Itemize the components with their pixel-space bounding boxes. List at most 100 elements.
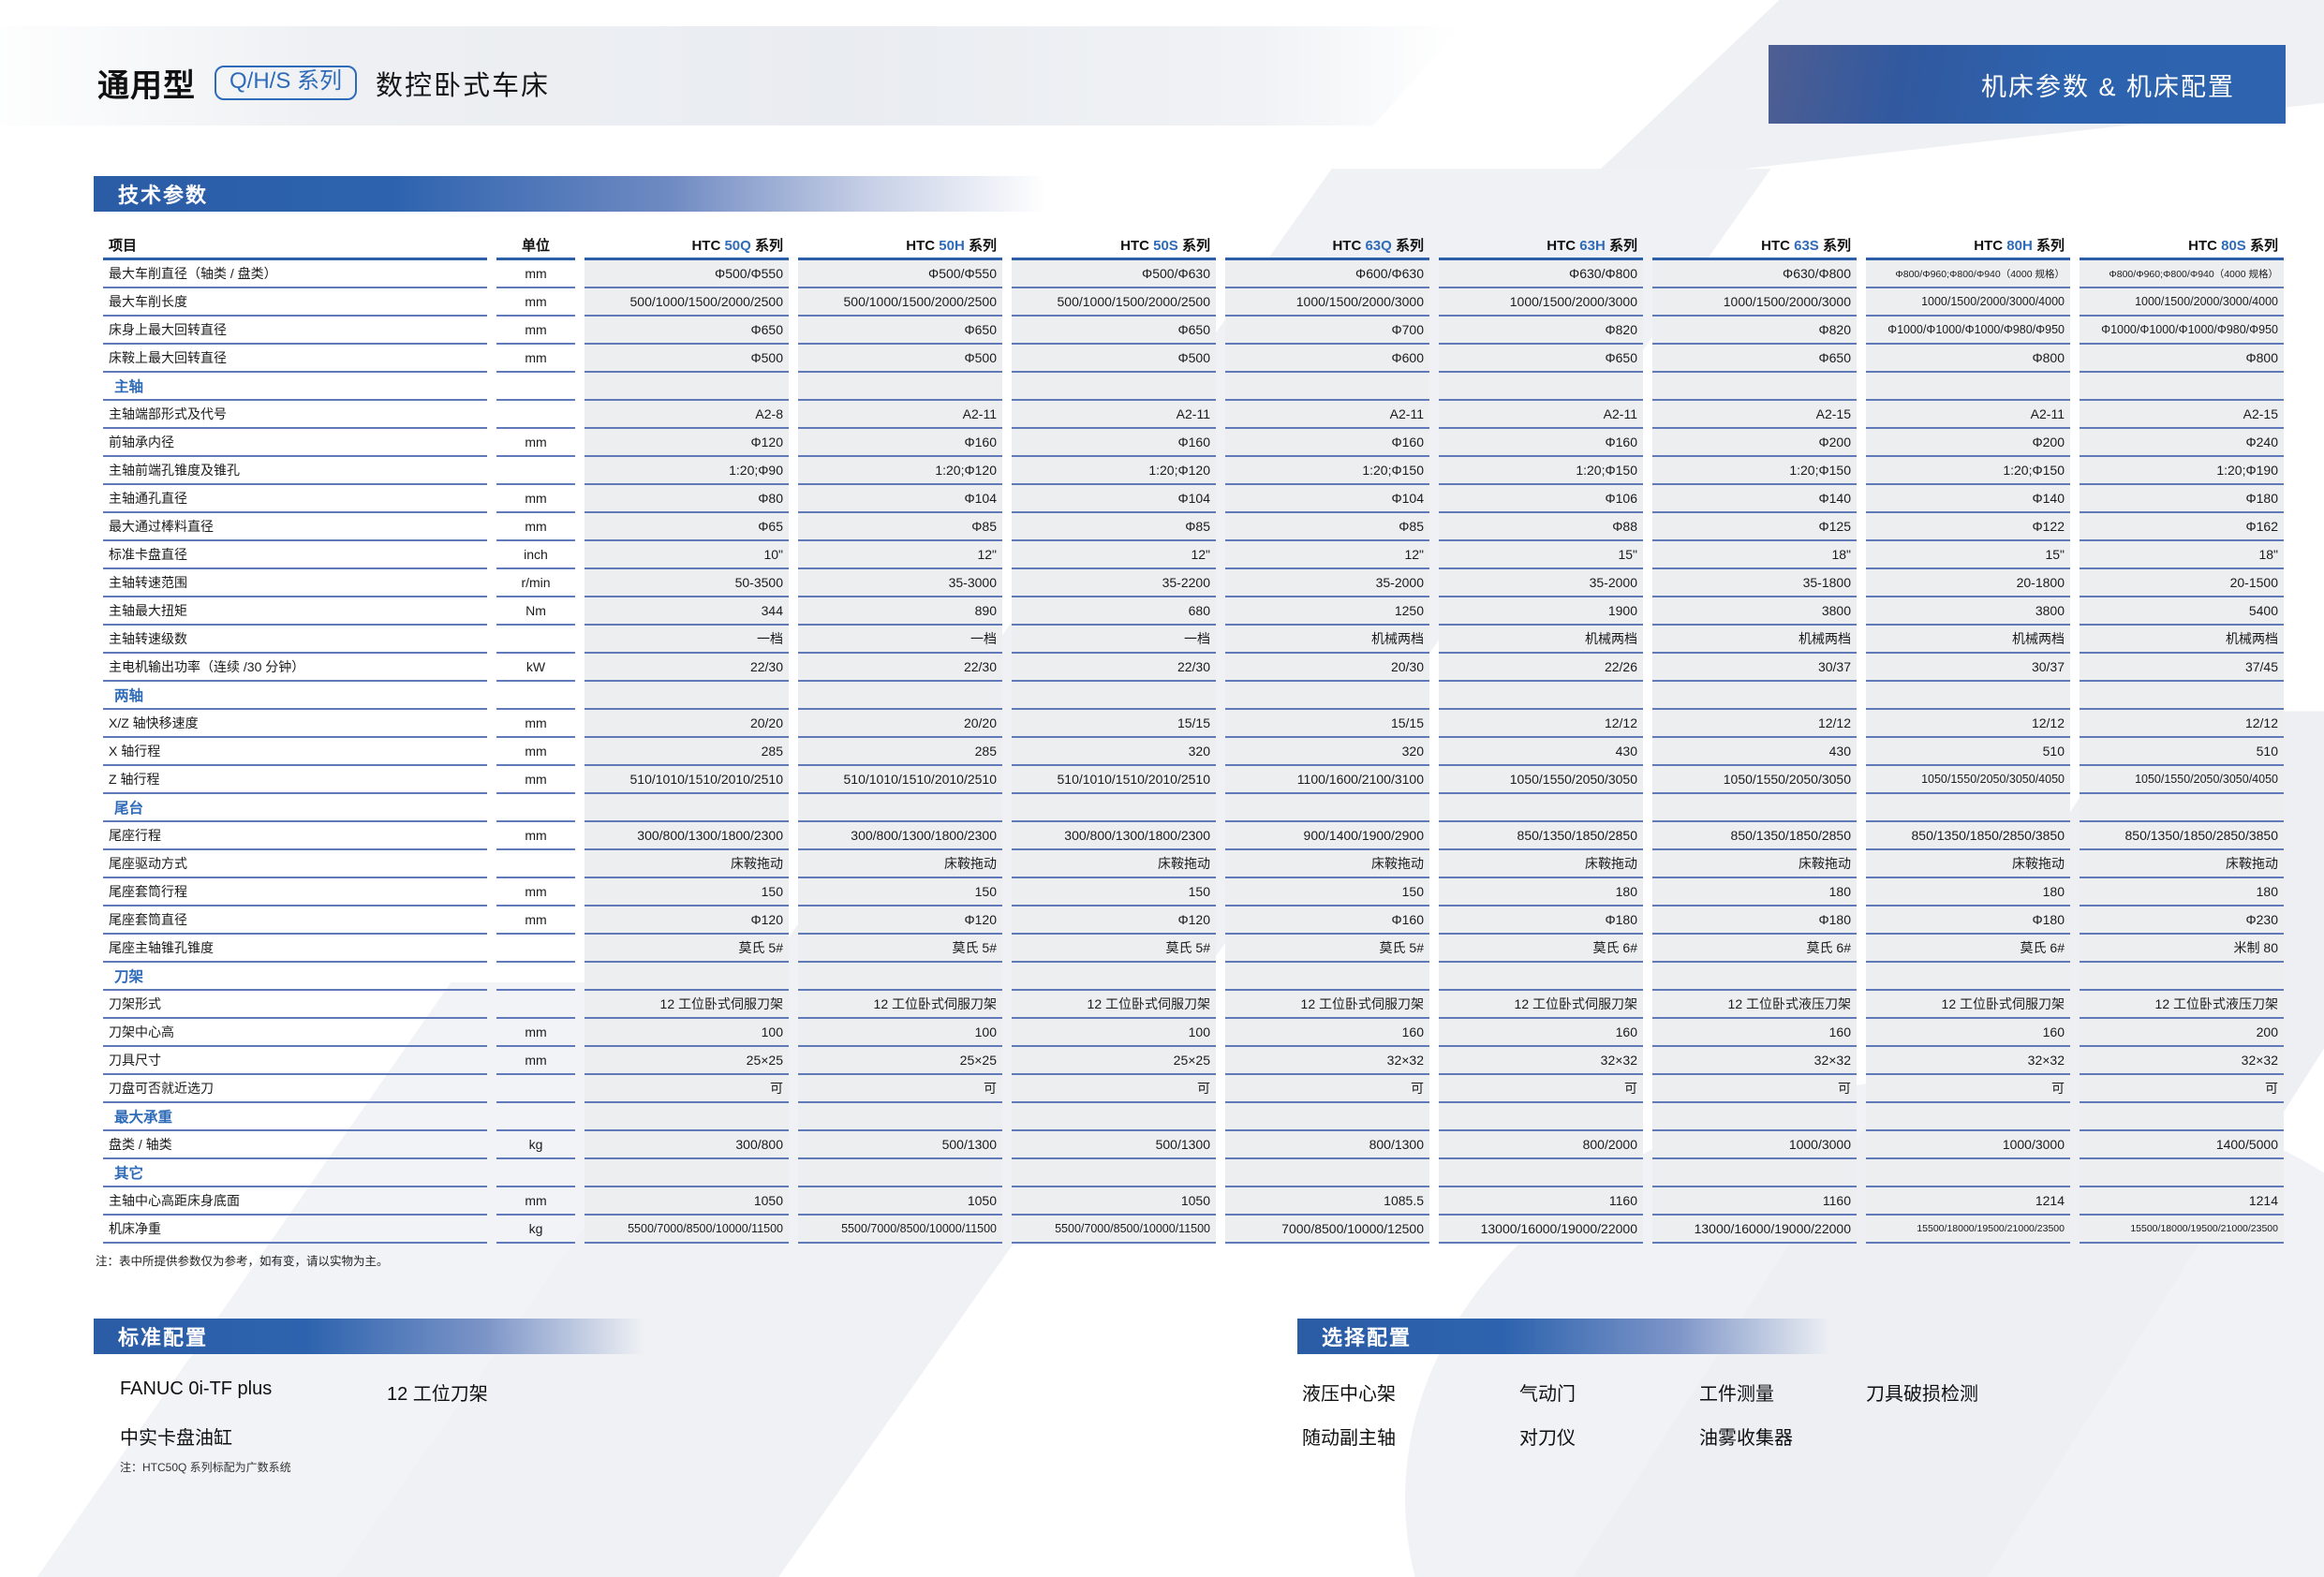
cell-value: 5400	[2080, 597, 2284, 626]
cell-value: 1050	[585, 1187, 789, 1216]
model-number: 50S	[1153, 238, 1178, 254]
cell-value: Φ500	[1012, 345, 1216, 373]
cell-value: 12/12	[1439, 710, 1643, 738]
row-unit: mm	[496, 822, 575, 850]
cell-value: 7000/8500/10000/12500	[1225, 1216, 1429, 1244]
cell-value: Φ85	[798, 513, 1002, 541]
table-row: 主电机输出功率（连续 /30 分钟） kW 22/30 22/30 22/30 20/30…	[103, 654, 2284, 682]
row-unit	[496, 991, 575, 1019]
cell-value	[798, 373, 1002, 401]
cell-value: 25×25	[585, 1047, 789, 1075]
cell-value: 1085.5	[1225, 1187, 1429, 1216]
column-header-model: HTC 50Q 系列	[585, 232, 789, 260]
cell-value	[1225, 373, 1429, 401]
tech-section-banner: 技术参数	[94, 176, 1087, 212]
cell-value: 890	[798, 597, 1002, 626]
cell-value: 20-1500	[2080, 569, 2284, 597]
cell-value: Φ180	[2080, 485, 2284, 513]
cell-value: 32×32	[1866, 1047, 2070, 1075]
cell-value: 35-3000	[798, 569, 1002, 597]
table-row: 最大车削长度 mm 500/1000/1500/2000/2500 500/1000/…	[103, 288, 2284, 317]
cell-value: Φ65	[585, 513, 789, 541]
cell-value: 22/30	[1012, 654, 1216, 682]
section-row: 刀架	[103, 963, 2284, 991]
cell-value	[585, 373, 789, 401]
row-label: 主轴端部形式及代号	[103, 401, 487, 429]
cell-value: 机械两档	[1652, 626, 1857, 654]
spec-table-head: 项目 单位 HTC 50Q 系列 HTC 50H 系列 HTC 50S 系列 HTC 63…	[103, 232, 2284, 260]
cell-value: Φ500/Φ550	[585, 260, 789, 288]
spec-table: 项目 单位 HTC 50Q 系列 HTC 50H 系列 HTC 50S 系列 HTC 63…	[94, 232, 2293, 1244]
cell-value: 10"	[585, 541, 789, 569]
cell-value: 机械两档	[1866, 626, 2070, 654]
section-row: 最大承重	[103, 1103, 2284, 1131]
standard-config-banner: 标准配置	[94, 1319, 656, 1354]
cell-value	[1439, 1159, 1643, 1187]
model-number: 80H	[2006, 238, 2033, 254]
cell-value: 32×32	[2080, 1047, 2284, 1075]
cell-value	[2080, 682, 2284, 710]
cell-value	[798, 963, 1002, 991]
cell-value: Φ650	[1652, 345, 1857, 373]
model-suffix: 系列	[964, 238, 997, 254]
row-unit: mm	[496, 710, 575, 738]
cell-value: 莫氏 5#	[798, 935, 1002, 963]
cell-value	[1225, 1159, 1429, 1187]
cell-value: 300/800/1300/1800/2300	[1012, 822, 1216, 850]
cell-value: 500/1000/1500/2000/2500	[1012, 288, 1216, 317]
cell-value: 12"	[1012, 541, 1216, 569]
config-item: 油雾收集器	[1699, 1428, 1793, 1449]
row-unit: mm	[496, 878, 575, 906]
section-label: 主轴	[103, 373, 487, 401]
row-label: 主轴转速范围	[103, 569, 487, 597]
row-label: 床鞍上最大回转直径	[103, 345, 487, 373]
row-label: 前轴承内径	[103, 429, 487, 457]
cell-value: 一档	[798, 626, 1002, 654]
cell-value: 200	[2080, 1019, 2284, 1047]
page-title: 通用型 Q/H/S 系列 数控卧式车床	[97, 60, 550, 106]
cell-value: 床鞍拖动	[798, 850, 1002, 878]
cell-value: 1:20;Φ150	[1225, 457, 1429, 485]
section-row: 两轴	[103, 682, 2284, 710]
table-row: 盘类 / 轴类 kg 300/800 500/1300 500/1300 800/1300…	[103, 1131, 2284, 1159]
cell-value: 320	[1225, 738, 1429, 766]
row-unit: kW	[496, 654, 575, 682]
table-row: 床鞍上最大回转直径 mm Φ500 Φ500 Φ500 Φ600 Φ650 Φ650 Φ800 Φ…	[103, 345, 2284, 373]
row-label: 尾座主轴锥孔锥度	[103, 935, 487, 963]
cell-value: 20/20	[585, 710, 789, 738]
cell-value: 12/12	[1652, 710, 1857, 738]
row-label: 主轴通孔直径	[103, 485, 487, 513]
row-label: 主轴中心高距床身底面	[103, 1187, 487, 1216]
cell-value: 500/1300	[798, 1131, 1002, 1159]
cell-value	[1652, 682, 1857, 710]
cell-value: Φ120	[1012, 906, 1216, 935]
cell-value	[798, 794, 1002, 822]
row-unit: mm	[496, 485, 575, 513]
cell-value: 12/12	[1866, 710, 2070, 738]
row-label: 机床净重	[103, 1216, 487, 1244]
table-row: 尾座套筒直径 mm Φ120 Φ120 Φ120 Φ160 Φ180 Φ180 Φ180 Φ230	[103, 906, 2284, 935]
series-badge: Q/H/S 系列	[215, 66, 358, 100]
cell-value: 850/1350/1850/2850/3850	[2080, 822, 2284, 850]
cell-value: Φ85	[1225, 513, 1429, 541]
cell-value: Φ180	[1652, 906, 1857, 935]
cell-value	[798, 1103, 1002, 1131]
cell-value: 180	[1439, 878, 1643, 906]
cell-value: 12 工位卧式伺服刀架	[798, 991, 1002, 1019]
cell-value	[1225, 963, 1429, 991]
column-header-model: HTC 63S 系列	[1652, 232, 1857, 260]
table-row: 刀盘可否就近选刀可可可可可可可可	[103, 1075, 2284, 1103]
table-row: 主轴端部形式及代号 A2-8 A2-11 A2-11 A2-11 A2-11 A2-15 A2…	[103, 401, 2284, 429]
model-prefix: HTC	[691, 238, 725, 254]
cell-value: 12 工位卧式伺服刀架	[1012, 991, 1216, 1019]
cell-value: Φ600/Φ630	[1225, 260, 1429, 288]
table-row: 尾座行程 mm 300/800/1300/1800/2300 300/800/1300…	[103, 822, 2284, 850]
cell-value: Φ104	[1225, 485, 1429, 513]
cell-value	[1225, 794, 1429, 822]
cell-value: 5500/7000/8500/10000/11500	[1012, 1216, 1216, 1244]
cell-value: 510	[1866, 738, 2070, 766]
cell-value	[798, 1159, 1002, 1187]
model-prefix: HTC	[2188, 238, 2222, 254]
spec-table-body: 最大车削直径（轴类 / 盘类） mm Φ500/Φ550 Φ500/Φ550 Φ500/…	[103, 260, 2284, 1244]
row-label: 尾座行程	[103, 822, 487, 850]
